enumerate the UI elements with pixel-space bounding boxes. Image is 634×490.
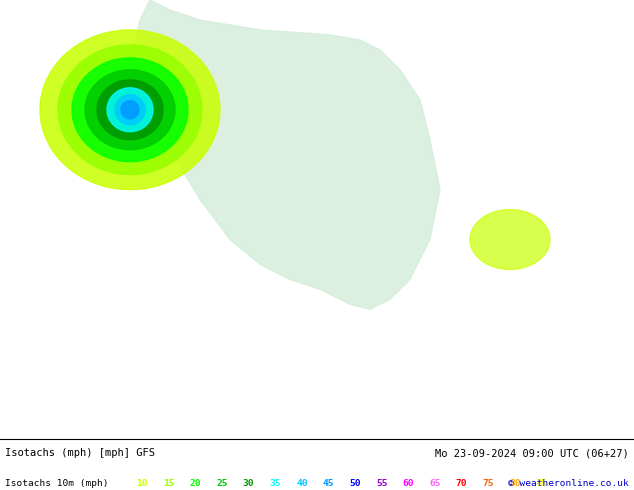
Polygon shape [115,95,145,125]
Polygon shape [85,70,175,149]
Text: 15: 15 [163,479,174,488]
Text: 75: 75 [482,479,494,488]
Text: 45: 45 [323,479,334,488]
Text: 50: 50 [349,479,361,488]
Text: © weatheronline.co.uk: © weatheronline.co.uk [508,479,629,488]
Text: 40: 40 [296,479,307,488]
Polygon shape [470,210,550,270]
Text: 70: 70 [456,479,467,488]
Text: 20: 20 [190,479,201,488]
Text: 65: 65 [429,479,441,488]
Text: 10: 10 [136,479,148,488]
Polygon shape [107,88,153,132]
Polygon shape [40,30,220,190]
Text: 60: 60 [403,479,414,488]
Polygon shape [72,58,188,162]
Text: 25: 25 [216,479,228,488]
Text: 80: 80 [509,479,521,488]
Polygon shape [97,80,163,140]
Polygon shape [58,45,202,174]
Text: Isotachs (mph) [mph] GFS: Isotachs (mph) [mph] GFS [5,448,155,458]
Text: 90: 90 [562,479,574,488]
Text: 55: 55 [376,479,387,488]
Polygon shape [121,101,139,119]
Text: 35: 35 [269,479,281,488]
Text: 30: 30 [243,479,254,488]
Polygon shape [130,0,440,309]
Text: 85: 85 [536,479,547,488]
Text: Isotachs 10m (mph): Isotachs 10m (mph) [5,479,108,488]
Text: Mo 23-09-2024 09:00 UTC (06+27): Mo 23-09-2024 09:00 UTC (06+27) [435,448,629,458]
